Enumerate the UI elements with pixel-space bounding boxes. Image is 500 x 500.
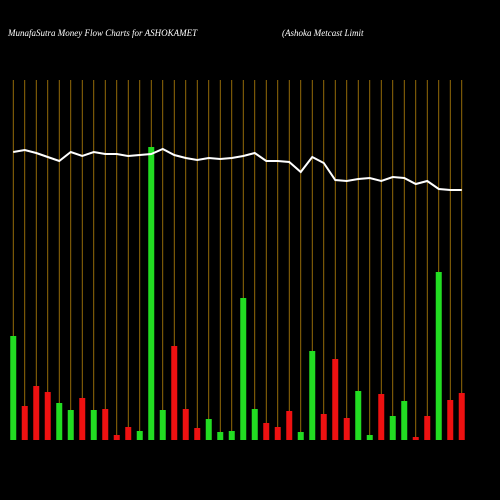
- bar: [125, 427, 132, 440]
- bar: [67, 410, 74, 440]
- bar: [182, 409, 189, 440]
- bar: [33, 386, 40, 440]
- price-line: [13, 147, 462, 191]
- bar: [205, 419, 212, 440]
- bar: [228, 431, 235, 440]
- bar: [90, 410, 97, 440]
- bar: [378, 394, 385, 440]
- bar: [10, 336, 17, 440]
- bar: [56, 403, 63, 440]
- bar: [274, 427, 281, 440]
- bar: [424, 416, 431, 440]
- bar: [412, 437, 419, 440]
- bar: [102, 409, 109, 440]
- bar: [44, 392, 51, 440]
- bar: [309, 351, 316, 440]
- bar: [21, 406, 28, 440]
- bar: [458, 393, 465, 440]
- bar: [401, 401, 408, 440]
- bar: [366, 435, 373, 440]
- bar: [148, 147, 155, 440]
- bar: [286, 411, 293, 440]
- bar: [217, 432, 224, 440]
- bar: [263, 423, 270, 440]
- bar: [79, 398, 86, 440]
- bar: [332, 359, 339, 440]
- bar: [171, 346, 178, 440]
- bar: [159, 410, 166, 440]
- bar: [355, 391, 362, 440]
- bar: [447, 400, 454, 440]
- bar: [113, 435, 120, 440]
- bar: [240, 298, 247, 440]
- bar: [320, 414, 327, 440]
- bar: [389, 416, 396, 440]
- bar: [136, 431, 143, 440]
- bar: [343, 418, 350, 440]
- bar: [194, 428, 201, 440]
- chart-subtitle: (Ashoka Metcast Limit: [282, 28, 364, 38]
- bar: [251, 409, 258, 440]
- chart-title: MunafaSutra Money Flow Charts for ASHOKA…: [7, 28, 198, 38]
- bar: [297, 432, 304, 440]
- bar: [435, 272, 442, 440]
